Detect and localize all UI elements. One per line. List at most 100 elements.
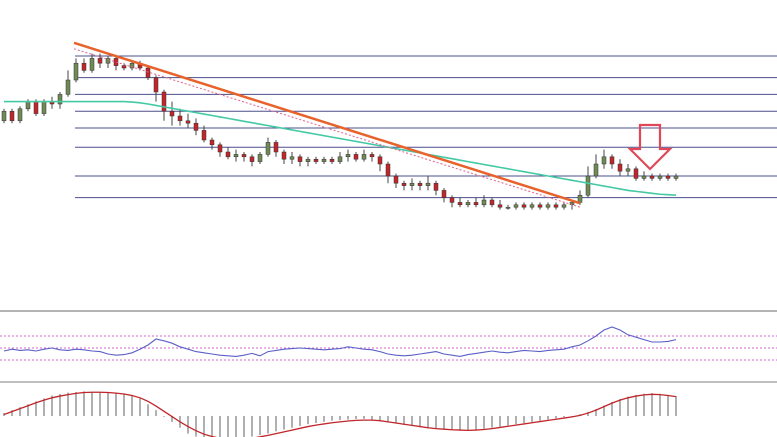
macd-histogram-bar	[379, 416, 381, 421]
macd-histogram-bar	[19, 407, 21, 416]
macd-histogram-bar	[427, 416, 429, 429]
candle-body	[377, 156, 383, 165]
candle-body	[57, 94, 63, 105]
macd-histogram-bar	[507, 416, 509, 426]
candle-body	[73, 62, 79, 81]
macd-histogram-bar	[307, 416, 309, 425]
candle-body	[473, 202, 479, 206]
candle-body	[385, 163, 391, 177]
candle-body	[241, 154, 247, 158]
candle-body	[17, 108, 23, 122]
rsi-line	[3, 326, 677, 357]
macd-histogram-bar	[595, 408, 597, 416]
candle-body	[401, 182, 407, 186]
macd-histogram-bar	[251, 416, 253, 437]
candle-body	[417, 182, 423, 186]
macd-histogram-bar	[43, 398, 45, 416]
macd-histogram-bar	[627, 396, 629, 416]
macd-histogram-bar	[315, 416, 317, 424]
candle-body	[585, 175, 591, 196]
candle-body	[505, 206, 511, 209]
candle-body	[529, 204, 535, 208]
macd-histogram-bar	[611, 401, 613, 416]
candle-body	[449, 197, 455, 203]
candle-body	[497, 204, 503, 208]
macd-histogram-bar	[195, 416, 197, 437]
candle-body	[441, 190, 447, 198]
macd-histogram-bar	[163, 416, 165, 417]
candle-body	[25, 101, 31, 110]
macd-histogram-bar	[219, 416, 221, 437]
macd-histogram-bar	[83, 391, 85, 416]
candle-body	[601, 156, 607, 165]
candle-body	[313, 158, 319, 162]
candle-body	[593, 163, 599, 177]
candle-body	[265, 142, 271, 155]
macd-histogram-bar	[515, 416, 517, 425]
macd-histogram-bar	[491, 416, 493, 428]
down-arrow-icon	[627, 123, 673, 171]
candle-body	[521, 204, 527, 208]
candle-body	[409, 182, 415, 186]
candle-body	[609, 156, 615, 165]
rsi-panel	[0, 326, 777, 383]
candle-body	[633, 168, 639, 179]
candle-body	[41, 101, 47, 114]
macd-histogram-bar	[531, 416, 533, 422]
macd-histogram-bar	[395, 416, 397, 424]
macd-signal-line	[3, 391, 677, 437]
candle-body	[89, 58, 95, 71]
candle-body	[81, 62, 87, 71]
candle-body	[129, 62, 135, 69]
macd-histogram-bar	[675, 396, 677, 416]
candle-body	[665, 175, 671, 179]
candle-body	[641, 175, 647, 179]
macd-histogram-bar	[363, 416, 365, 419]
candle-body	[561, 204, 567, 208]
macd-histogram-bar	[91, 391, 93, 416]
macd-histogram-bar	[267, 416, 269, 434]
macd-histogram-bar	[387, 416, 389, 422]
candle-body	[489, 199, 495, 206]
candle-body	[33, 101, 39, 114]
macd-histogram-bar	[123, 394, 125, 416]
candle-body	[145, 67, 151, 78]
macd-histogram-bar	[291, 416, 293, 428]
macd-histogram-bar	[587, 411, 589, 416]
macd-histogram-bar	[115, 393, 117, 416]
candle-body	[657, 175, 663, 179]
candle-body	[305, 158, 311, 162]
macd-histogram-bar	[35, 401, 37, 416]
macd-histogram-bar	[59, 394, 61, 416]
macd-histogram-bar	[323, 416, 325, 422]
candle-body	[361, 154, 367, 160]
macd-histogram-bar	[51, 395, 53, 416]
macd-histogram-bar	[459, 416, 461, 431]
macd-histogram-bar	[259, 416, 261, 436]
macd-histogram-bar	[371, 416, 373, 420]
candle-body	[201, 130, 207, 141]
trendline	[73, 41, 581, 205]
candle-body	[353, 154, 359, 160]
macd-histogram-bar	[99, 391, 101, 416]
macd-histogram-bar	[419, 416, 421, 428]
candle-body	[9, 110, 15, 122]
candle-body	[337, 156, 343, 162]
candle-body	[433, 182, 439, 191]
candle-body	[329, 158, 335, 162]
dotted-trendline	[73, 48, 581, 208]
macd-histogram-bar	[355, 416, 357, 419]
candle-body	[185, 120, 191, 124]
candle-body	[345, 154, 351, 158]
macd-histogram-bar	[659, 393, 661, 416]
candle-body	[177, 115, 183, 122]
macd-histogram-bar	[467, 416, 469, 431]
macd-histogram-bar	[539, 416, 541, 421]
macd-histogram-bar	[619, 398, 621, 416]
macd-histogram-bar	[155, 410, 157, 416]
candle-body	[481, 199, 487, 206]
candle-body	[105, 58, 111, 64]
candle-body	[513, 204, 519, 208]
candle-body	[649, 175, 655, 179]
